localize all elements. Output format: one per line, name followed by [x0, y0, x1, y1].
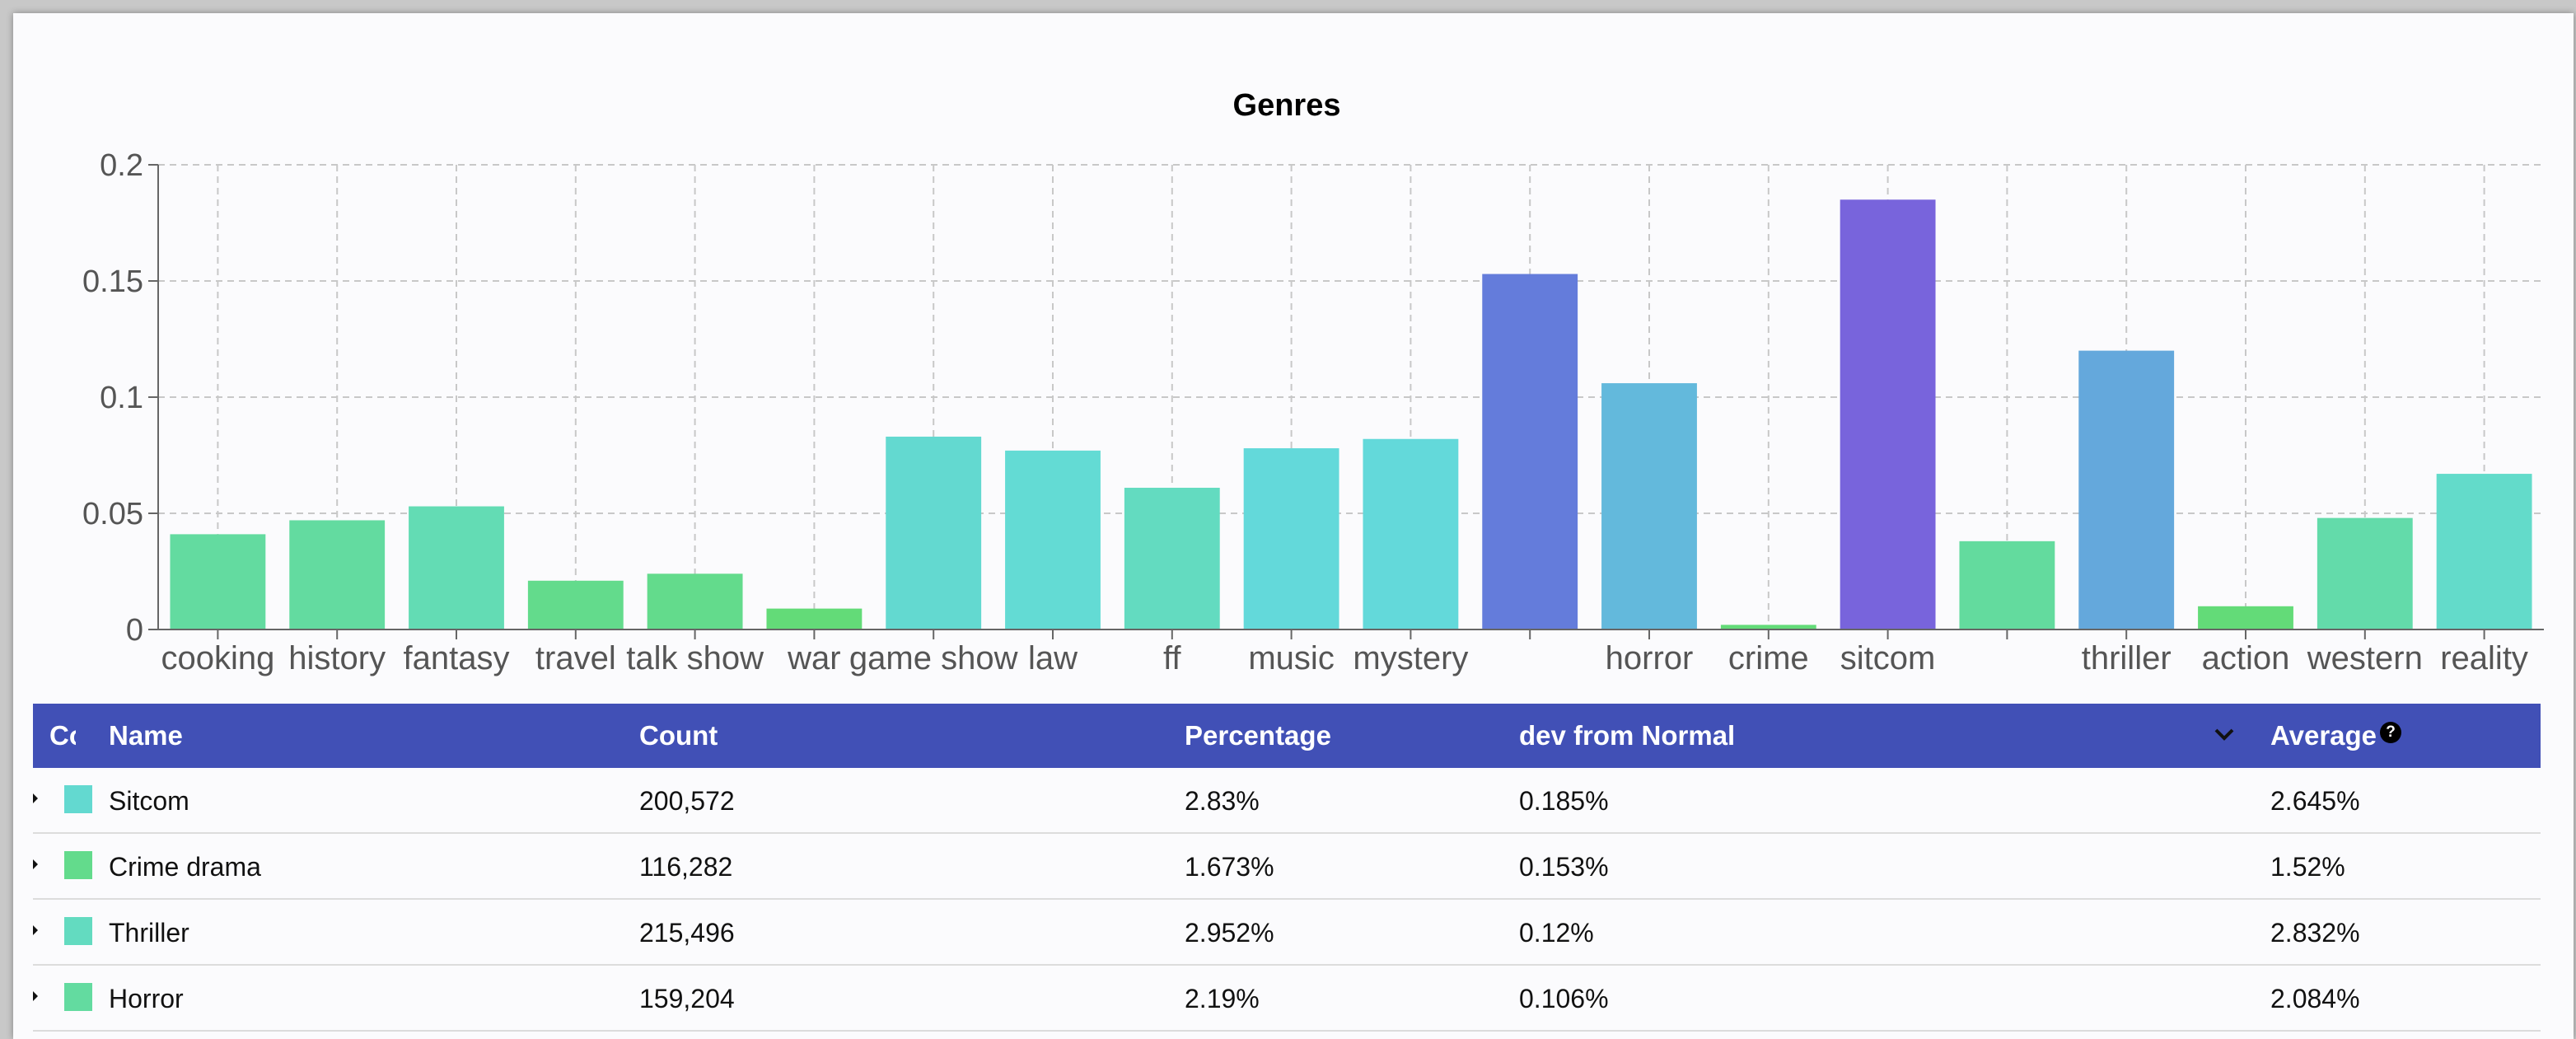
- header-count[interactable]: Count: [639, 720, 718, 751]
- bar[interactable]: [409, 506, 504, 629]
- y-tick-label: 0: [126, 613, 143, 648]
- bar[interactable]: [1363, 438, 1459, 629]
- bar[interactable]: [886, 436, 982, 629]
- cell-average: 2.645%: [2270, 786, 2360, 816]
- bar[interactable]: [2436, 474, 2532, 629]
- bar[interactable]: [1243, 448, 1339, 629]
- x-tick-label: fantasy: [404, 640, 510, 676]
- y-tick-label: 0.1: [100, 381, 143, 415]
- color-swatch: [64, 917, 92, 945]
- x-tick-label: talk show: [626, 640, 764, 676]
- color-swatch: [64, 851, 92, 879]
- x-tick-label: western: [2307, 640, 2423, 676]
- x-tick-label: law: [1028, 640, 1078, 676]
- x-tick-label: mystery: [1353, 640, 1468, 676]
- y-tick-label: 0.05: [82, 497, 143, 531]
- x-tick-label: game show: [849, 640, 1018, 676]
- y-tick-label: 0.15: [82, 264, 143, 299]
- cell-dev: 0.185%: [1519, 786, 1609, 816]
- bar[interactable]: [1601, 383, 1697, 629]
- bar[interactable]: [1482, 274, 1578, 629]
- bar[interactable]: [1720, 625, 1816, 629]
- cell-count: 215,496: [639, 918, 735, 948]
- header-name[interactable]: Name: [109, 720, 183, 751]
- table-header: Co Name Count Percentage dev from Normal…: [33, 704, 2541, 768]
- x-tick-label: action: [2202, 640, 2290, 676]
- bar[interactable]: [1124, 487, 1220, 629]
- x-tick-label: crime: [1728, 640, 1809, 676]
- expand-arrow-icon[interactable]: [33, 991, 38, 1001]
- x-tick-label: war: [787, 640, 840, 676]
- bar[interactable]: [527, 580, 624, 629]
- cell-percentage: 2.19%: [1185, 984, 1260, 1013]
- genres-panel: Genres 0 0.05 0.1 0.15 0.2 cooking history fan…: [13, 13, 2574, 1039]
- cell-average: 2.084%: [2270, 984, 2360, 1013]
- x-tick-label: music: [1248, 640, 1334, 676]
- cell-count: 159,204: [639, 984, 735, 1013]
- x-tick-label: reality: [2440, 640, 2528, 676]
- bar[interactable]: [170, 534, 266, 629]
- cell-name: Horror: [109, 984, 184, 1013]
- x-tick-label: travel: [535, 640, 616, 676]
- cell-percentage: 1.673%: [1185, 852, 1274, 882]
- help-icon[interactable]: ?: [2380, 722, 2402, 743]
- x-tick-label: history: [288, 640, 386, 676]
- table-row[interactable]: Thriller 215,496 2.952% 0.12% 2.832%: [33, 900, 2541, 966]
- genres-table: Co Name Count Percentage dev from Normal…: [33, 704, 2541, 1032]
- bar[interactable]: [2317, 517, 2413, 629]
- chart-title: Genres: [1233, 88, 1341, 123]
- header-code[interactable]: Co: [49, 720, 76, 751]
- cell-average: 2.832%: [2270, 918, 2360, 948]
- header-percentage[interactable]: Percentage: [1185, 720, 1331, 751]
- header-dev-from-normal[interactable]: dev from Normal: [1519, 720, 1736, 751]
- table-row[interactable]: Sitcom 200,572 2.83% 0.185% 2.645%: [33, 768, 2541, 834]
- cell-dev: 0.106%: [1519, 984, 1609, 1013]
- table-row[interactable]: Horror 159,204 2.19% 0.106% 2.084%: [33, 966, 2541, 1032]
- x-tick-label: thriller: [2082, 640, 2172, 676]
- cell-percentage: 2.83%: [1185, 786, 1260, 816]
- bar[interactable]: [289, 520, 386, 629]
- y-tick-label: 0.2: [100, 148, 143, 183]
- chevron-down-icon[interactable]: [2208, 718, 2241, 751]
- cell-percentage: 2.952%: [1185, 918, 1274, 948]
- color-swatch: [64, 983, 92, 1011]
- bar[interactable]: [2078, 350, 2175, 629]
- expand-arrow-icon[interactable]: [33, 859, 38, 869]
- bar[interactable]: [1959, 541, 2055, 629]
- expand-arrow-icon[interactable]: [33, 793, 38, 803]
- cell-count: 116,282: [639, 852, 733, 882]
- header-average-label: Average: [2270, 720, 2377, 751]
- genres-bar-chart: Genres 0 0.05 0.1 0.15 0.2 cooking history fan…: [82, 88, 2544, 676]
- color-swatch: [64, 785, 92, 813]
- cell-name: Sitcom: [109, 786, 189, 816]
- cell-name: Thriller: [109, 918, 189, 948]
- bar[interactable]: [2198, 606, 2293, 629]
- bar[interactable]: [647, 573, 743, 629]
- bar[interactable]: [766, 608, 863, 629]
- cell-dev: 0.12%: [1519, 918, 1594, 948]
- header-average[interactable]: Average?: [2270, 720, 2402, 751]
- table-row[interactable]: Crime drama 116,282 1.673% 0.153% 1.52%: [33, 834, 2541, 900]
- cell-count: 200,572: [639, 786, 735, 816]
- cell-average: 1.52%: [2270, 852, 2345, 882]
- bar[interactable]: [1840, 199, 1936, 630]
- x-tick-label: horror: [1606, 640, 1694, 676]
- bar[interactable]: [1005, 450, 1101, 629]
- x-tick-label: sitcom: [1840, 640, 1936, 676]
- expand-arrow-icon[interactable]: [33, 925, 38, 935]
- x-tick-label: cooking: [161, 640, 274, 676]
- cell-name: Crime drama: [109, 852, 261, 882]
- x-tick-label: ff: [1163, 640, 1181, 676]
- cell-dev: 0.153%: [1519, 852, 1609, 882]
